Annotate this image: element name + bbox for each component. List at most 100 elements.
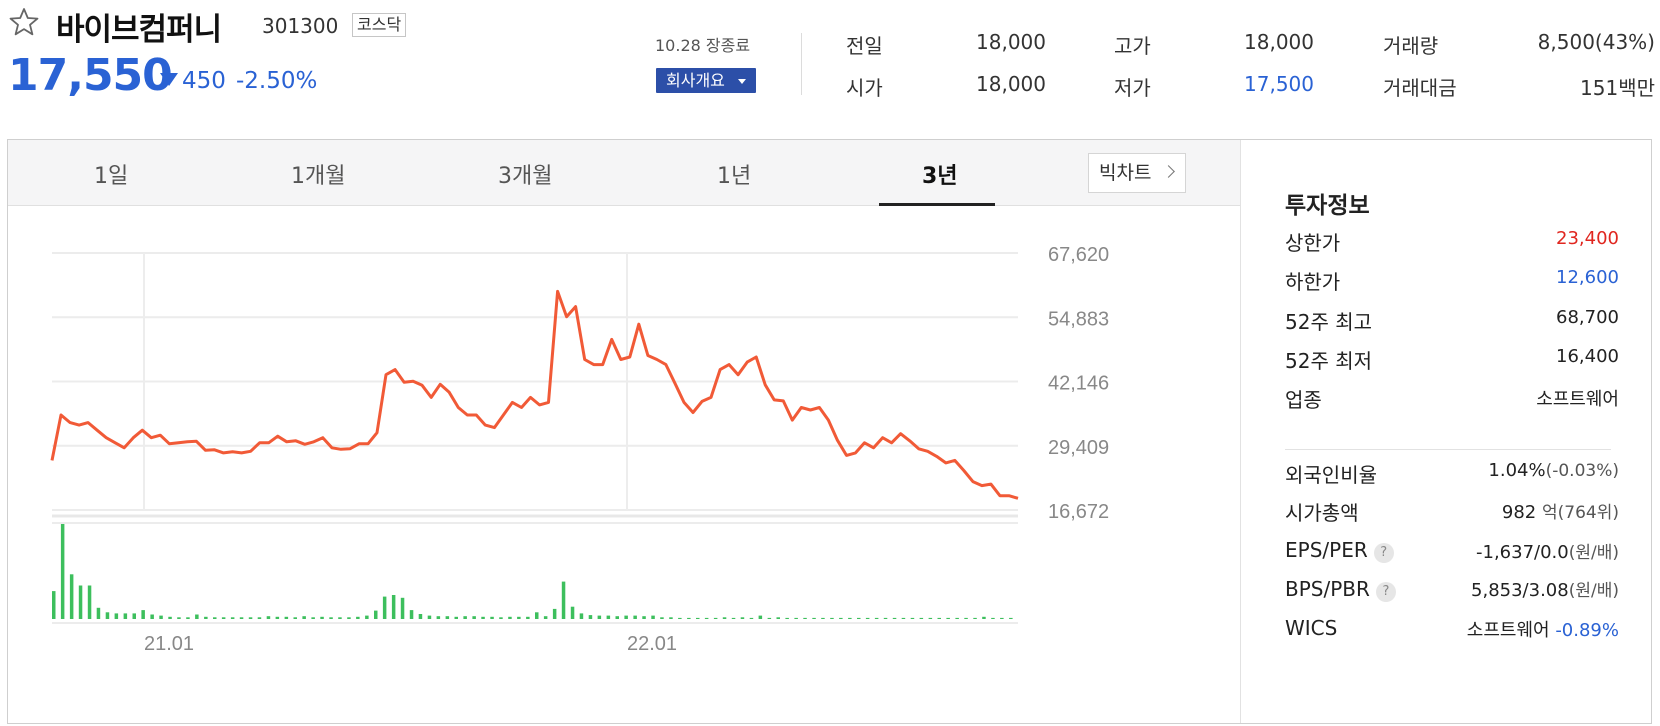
x-tick-label: 21.01 [144,633,194,655]
quote-label-open: 시가 [846,76,883,100]
tab-3years[interactable]: 3년 [922,164,958,189]
volume-bar [114,613,119,619]
wics-sector: 소프트웨어 [1466,620,1550,641]
eps-per-text: EPS/PER [1285,538,1368,562]
tab-1day[interactable]: 1일 [94,164,129,189]
volume-bar [597,615,602,619]
help-icon[interactable]: ? [1373,543,1394,563]
volume-bar [973,617,977,619]
volume-bar [722,617,727,619]
help-icon[interactable]: ? [1375,582,1396,602]
volume-bar [248,617,253,619]
volume-bar [955,617,959,619]
volume-bar [696,617,700,619]
price-chart[interactable]: 67,620 54,883 42,146 29,409 16,672 21.01 22.01 [8,206,1240,723]
investment-divider [1285,449,1611,450]
volume-bar [311,617,315,619]
company-info-button[interactable]: 회사개요 [656,68,756,93]
upper-limit-value: 23,400 [1556,228,1619,249]
chart-panel: 1일 1개월 3개월 1년 3년 빅차트 67,620 54,883 42,146 2… [7,139,1652,724]
quote-label-volume: 거래량 [1383,34,1439,58]
volume-bar [320,616,324,619]
volume-bar [69,574,74,619]
volume-bar [499,617,503,619]
chevron-right-icon [1162,165,1175,178]
active-tab-underline [879,203,995,206]
y-tick-label: 42,146 [1048,373,1109,395]
volume-bar [374,610,378,619]
market-close-status: 10.28 장종료 [655,36,751,55]
foreign-ratio-label: 외국인비율 [1285,463,1377,487]
y-tick-label: 16,672 [1048,501,1109,523]
volume-bar [490,616,494,619]
volume-bar [543,616,548,619]
x-tick-label: 22.01 [627,633,677,655]
quote-value-volume: 8,500(43%) [1537,30,1655,54]
volume-bar [561,581,566,619]
volume-bar [991,617,995,619]
y-tick-label: 54,883 [1048,308,1109,330]
tab-1month[interactable]: 1개월 [291,164,346,189]
volume-bar [436,616,441,619]
volume-bar [427,615,432,619]
volume-bar [946,617,950,619]
volume-bar [633,615,637,619]
y-tick-label: 29,409 [1048,437,1109,459]
quote-value-trading-value: 151백만 [1580,76,1655,100]
52w-low-label: 52주 최저 [1285,349,1373,373]
volume-bar [731,617,736,619]
eps-per-unit: (원/배) [1568,543,1619,563]
volume-bar [678,617,682,619]
volume-bar [230,617,235,619]
bps-pbr-text: BPS/PBR [1285,577,1370,601]
wics-value[interactable]: 소프트웨어 -0.89% [1467,616,1619,642]
volume-bar [740,617,745,619]
volume-bar [141,610,145,619]
volume-bar [409,610,414,619]
eps-per-value: -1,637/0.0(원/배) [1476,538,1619,563]
big-chart-button[interactable]: 빅차트 [1088,153,1186,193]
volume-bar [901,617,906,619]
volume-bar [865,617,870,619]
volume-bar [776,617,780,619]
tab-3months[interactable]: 3개월 [498,164,553,189]
volume-bar [660,617,664,619]
volume-bar [275,616,280,619]
volume-bar [579,613,584,619]
volume-bar [883,617,888,619]
volume-bar [767,617,772,619]
volume-bar [570,606,575,619]
volume-bar [821,617,825,619]
caret-down-icon [738,79,746,84]
volume-bar [848,617,852,619]
market-cap-value: 982 억(764위) [1502,498,1619,523]
y-tick-label: 67,620 [1048,244,1109,266]
volume-bar [132,613,136,619]
favorite-star-icon[interactable] [8,6,40,38]
tab-1year[interactable]: 1년 [717,164,752,189]
big-chart-label: 빅차트 [1099,162,1152,184]
eps-per-label: EPS/PER? [1285,538,1394,563]
volume-bar [400,597,405,619]
volume-bar [651,615,655,619]
quote-label-high: 고가 [1114,34,1151,58]
volume-bar [365,615,369,619]
market-badge: 코스닥 [352,13,407,37]
stock-header: 바이브컴퍼니 301300 코스닥 17,550 450 -2.50% 10.2… [0,0,1660,120]
volume-bar [964,617,968,619]
volume-bar [284,616,289,619]
volume-bar [221,617,226,619]
volume-bar [588,615,593,619]
bps-pbr-label: BPS/PBR? [1285,577,1396,602]
panel-divider [1240,140,1241,723]
company-code: 301300 [262,14,339,38]
volume-bar [928,617,933,619]
volume-bar [642,616,646,619]
volume-bar [615,616,619,619]
lower-limit-value: 12,600 [1556,267,1619,288]
company-info-label: 회사개요 [666,71,725,90]
divider [801,33,802,95]
volume-bar [508,616,512,619]
volume-bar [526,616,530,619]
bps-pbr-value: 5,853/3.08(원/배) [1471,576,1619,601]
